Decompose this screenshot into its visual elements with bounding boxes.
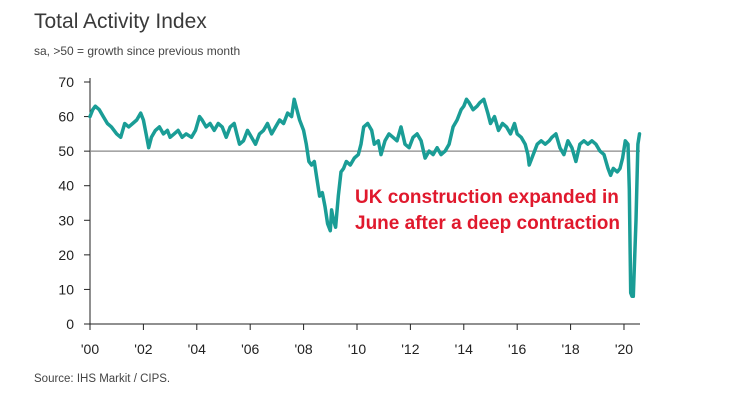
total-activity-index-series-line (88, 97, 642, 299)
x-tick-label: '04 (188, 341, 206, 357)
y-tick-label: 0 (66, 316, 74, 332)
x-tick-label: '00 (81, 341, 99, 357)
y-tick-label: 70 (58, 74, 74, 90)
x-tick-label: '06 (241, 341, 259, 357)
chart-subtitle: sa, >50 = growth since previous month (34, 44, 241, 58)
annotation-line-1: UK construction expanded in (355, 187, 619, 208)
x-tick-label: '20 (615, 341, 633, 357)
x-tick-label: '08 (294, 341, 312, 357)
chart-title: Total Activity Index (34, 10, 207, 33)
x-tick-label: '02 (134, 341, 152, 357)
y-axis-ticks: 0 10 20 30 40 50 60 70 (58, 74, 640, 332)
y-tick-label: 20 (58, 247, 74, 263)
y-tick-label: 50 (58, 143, 74, 159)
y-tick-label: 30 (58, 212, 74, 228)
y-tick-label: 10 (58, 281, 74, 297)
x-tick-label: '14 (455, 341, 473, 357)
x-tick-label: '10 (348, 341, 366, 357)
x-tick-label: '16 (508, 341, 526, 357)
x-tick-label: '12 (401, 341, 419, 357)
y-tick-label: 60 (58, 109, 74, 125)
x-axis-ticks: '00 '02 '04 '06 '08 '10 '12 '14 '16 '18 '20 (81, 324, 633, 357)
y-tick-label: 40 (58, 178, 74, 194)
annotation-line-2: June after a deep contraction (355, 213, 621, 234)
chart-annotation: UK construction expanded in June after a… (355, 185, 655, 237)
x-tick-label: '18 (561, 341, 579, 357)
source-note: Source: IHS Markit / CIPS. (34, 373, 171, 385)
